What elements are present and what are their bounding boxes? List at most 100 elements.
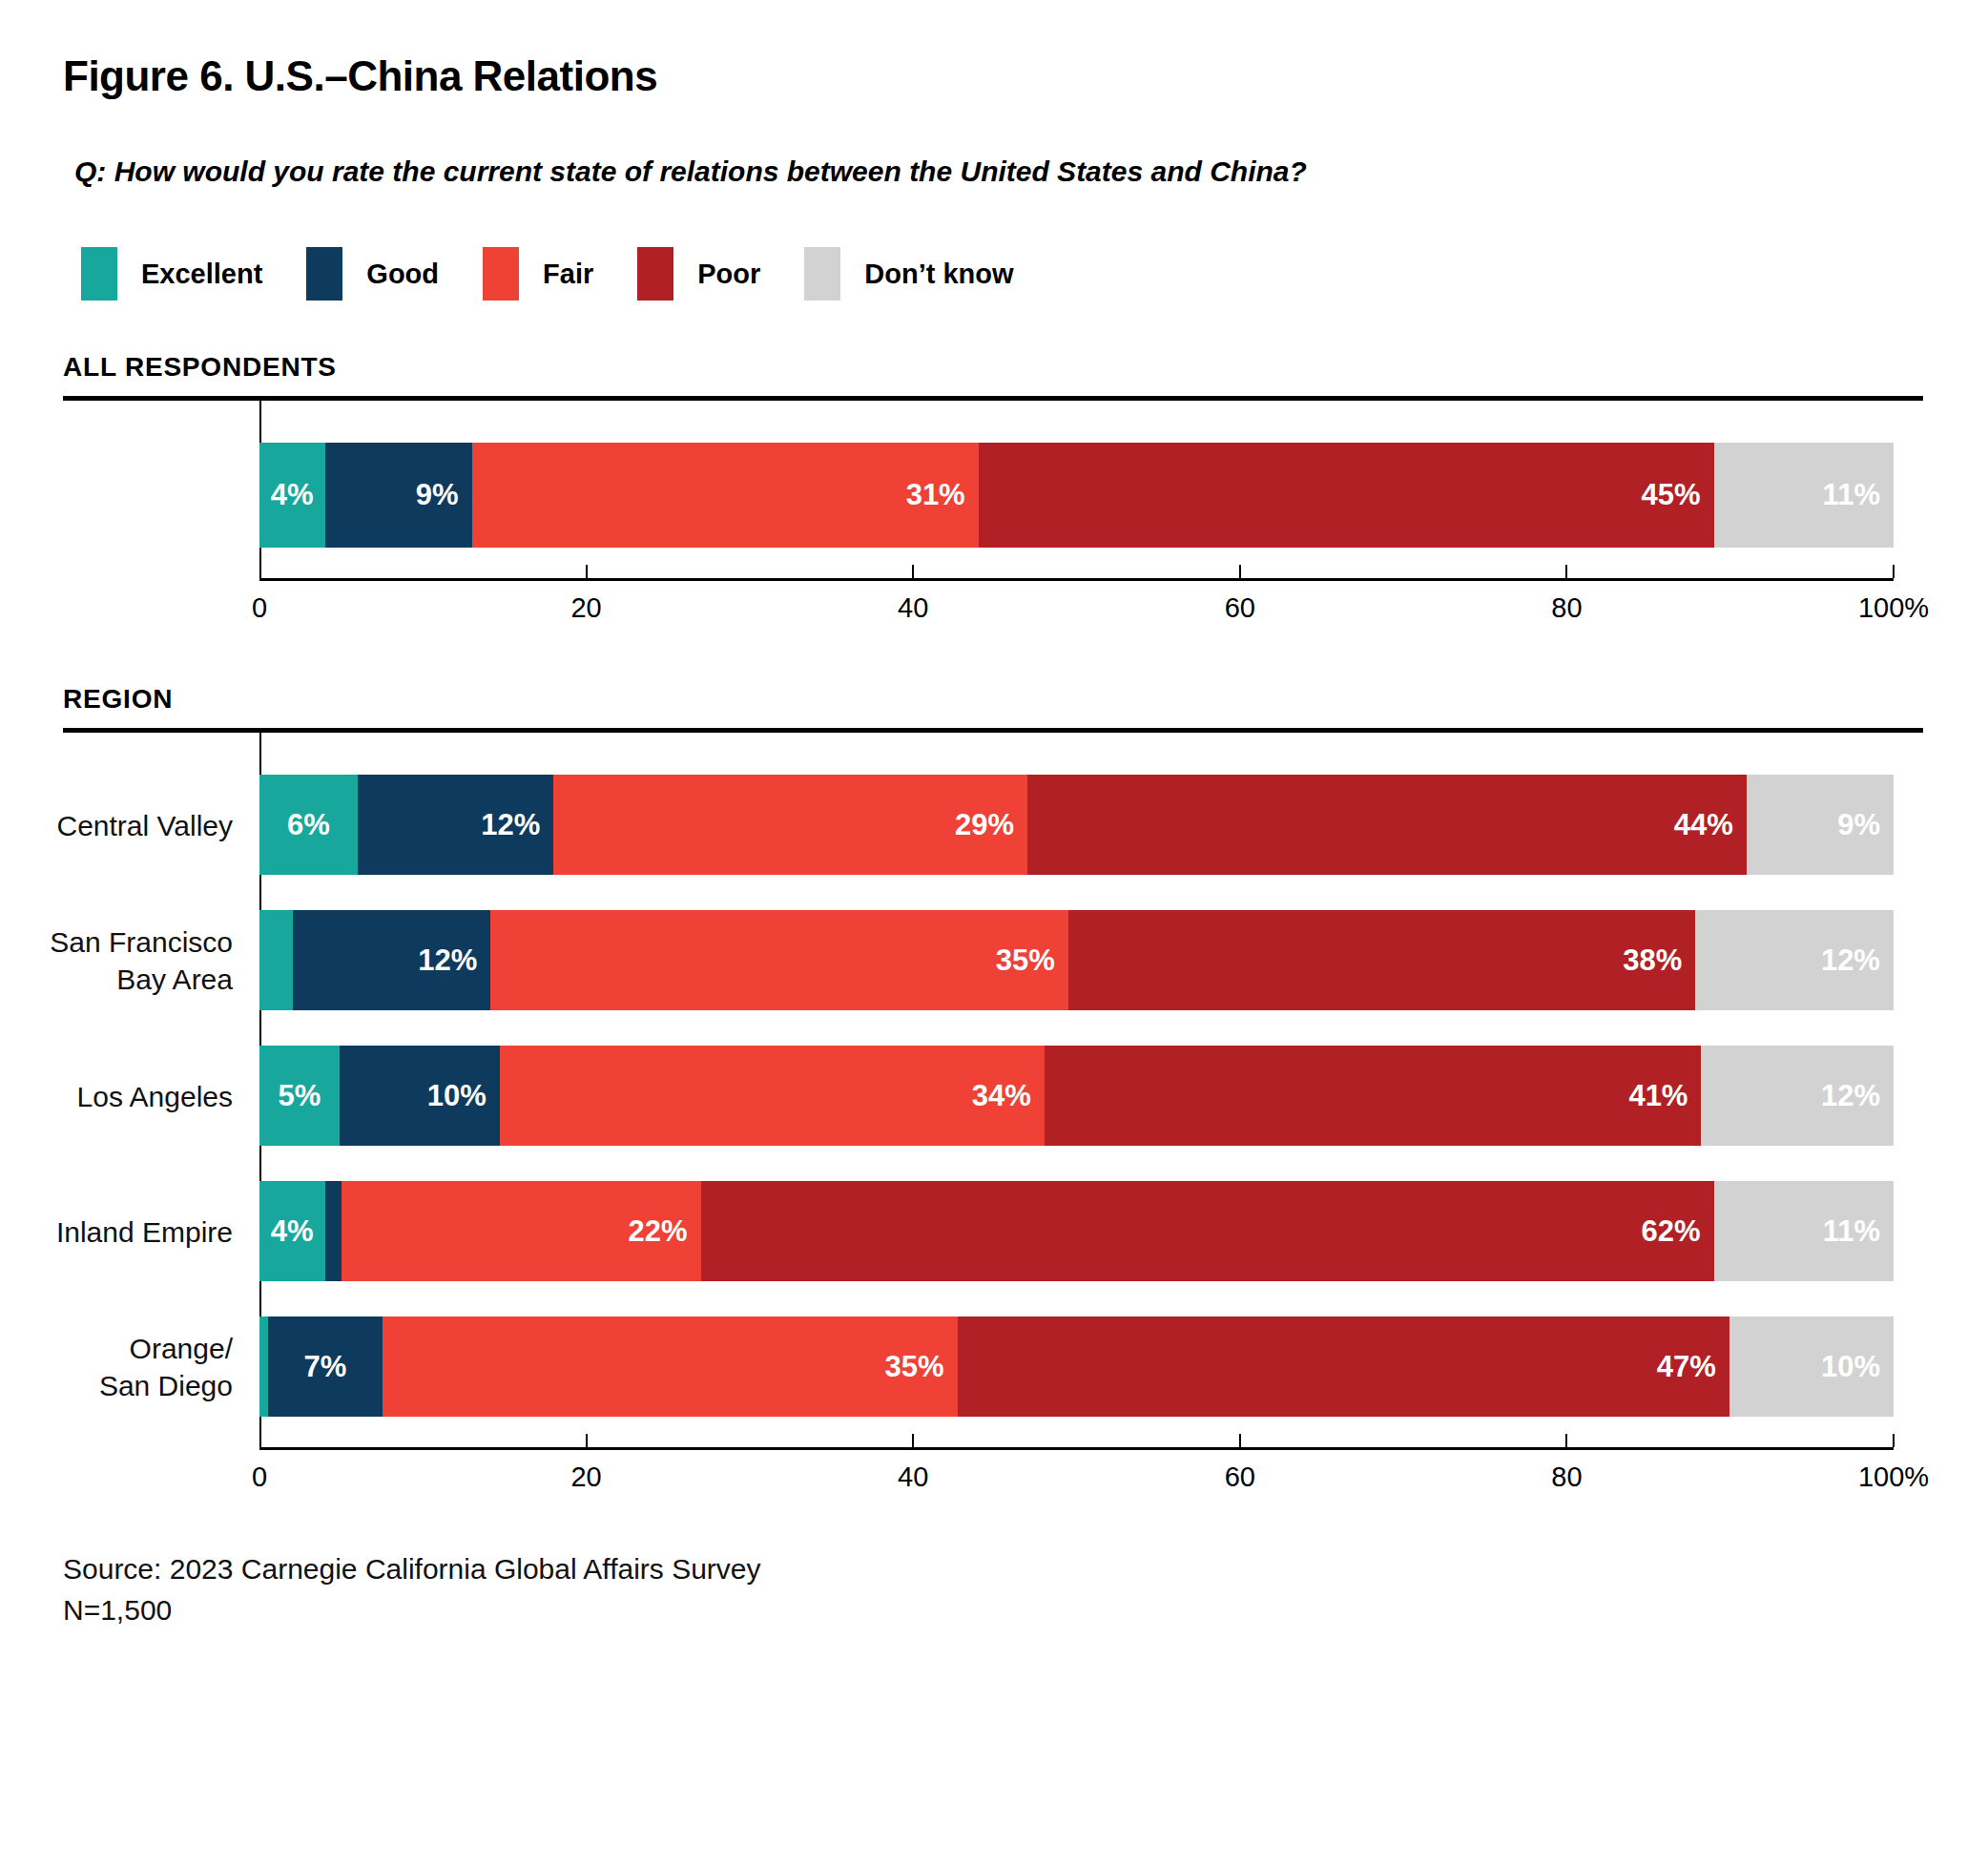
segment-value-label: 22% bbox=[628, 1214, 700, 1249]
bar-segment-poor: 47% bbox=[958, 1317, 1729, 1417]
segment-value-label: 5% bbox=[279, 1079, 321, 1113]
chart-row: Los Angeles5%10%34%41%12% bbox=[259, 1046, 1894, 1146]
segment-value-label: 62% bbox=[1642, 1214, 1714, 1249]
charts-container: ALL RESPONDENTS4%9%31%45%11%020406080100… bbox=[0, 352, 1988, 1502]
segment-value-label: 12% bbox=[1821, 1079, 1894, 1113]
bar-segment-don-t-know: 12% bbox=[1695, 910, 1894, 1010]
bar-segment-fair: 31% bbox=[472, 443, 979, 548]
segment-value-label: 7% bbox=[303, 1350, 346, 1384]
axis-tick bbox=[912, 565, 914, 578]
legend-swatch-excellent bbox=[81, 247, 117, 301]
bar-segment-fair: 22% bbox=[342, 1181, 701, 1281]
legend-label: Excellent bbox=[141, 259, 262, 290]
question-text: Q: How would you rate the current state … bbox=[74, 156, 1988, 188]
x-axis-tick-label: 100% bbox=[1858, 1462, 1929, 1493]
segment-value-label: 29% bbox=[955, 808, 1027, 842]
x-axis-labels: 020406080100% bbox=[259, 592, 1894, 632]
bar-segment-good: 10% bbox=[340, 1046, 500, 1146]
axis-tick bbox=[1239, 565, 1241, 578]
section-header: ALL RESPONDENTS bbox=[63, 352, 1988, 383]
figure-title: Figure 6. U.S.–China Relations bbox=[63, 52, 1988, 100]
legend-label: Don’t know bbox=[864, 259, 1013, 290]
x-axis-tick-label: 0 bbox=[252, 592, 267, 624]
stacked-bar: 4% 9% 31%45%11% bbox=[259, 443, 1894, 548]
x-axis-tick-label: 60 bbox=[1225, 592, 1255, 624]
axis-tick bbox=[1239, 1434, 1241, 1447]
bar-segment-poor: 62% bbox=[701, 1181, 1714, 1281]
legend-swatch-don-t-know bbox=[804, 247, 840, 301]
axis-tick bbox=[1893, 1434, 1895, 1447]
legend-swatch-fair bbox=[483, 247, 519, 301]
segment-value-label: 9% bbox=[416, 478, 472, 512]
chart-row: Central Valley6%12%29%44%9% bbox=[259, 775, 1894, 875]
chart-row: Orange/San Diego7%35%47%10% bbox=[259, 1317, 1894, 1417]
segment-value-label: 34% bbox=[972, 1079, 1045, 1113]
stacked-bar: 12%35%38%12% bbox=[259, 910, 1894, 1010]
bar-segment-excellent: 6% bbox=[259, 775, 358, 875]
segment-value-label: 12% bbox=[481, 808, 553, 842]
legend-swatch-poor bbox=[637, 247, 673, 301]
bar-segment-good: 12% bbox=[358, 775, 554, 875]
segment-value-label: 4% bbox=[271, 1214, 314, 1249]
stacked-bar: 7% 35% 47% 10% bbox=[259, 1317, 1894, 1417]
bar-segment-excellent: 4% bbox=[259, 1181, 325, 1281]
legend: Excellent Good Fair Poor Don’t know bbox=[81, 247, 1988, 301]
x-axis bbox=[259, 1447, 1894, 1450]
x-axis-tick-label: 40 bbox=[898, 1462, 928, 1493]
row-label: Los Angeles bbox=[77, 1077, 233, 1114]
row-label: Orange/San Diego bbox=[99, 1330, 233, 1404]
axis-tick bbox=[1565, 1434, 1567, 1447]
bar-segment-poor: 44% bbox=[1027, 775, 1747, 875]
segment-value-label: 10% bbox=[427, 1079, 500, 1113]
plot-area: 4%9%31%45%11%020406080100% bbox=[259, 443, 1894, 632]
bars-area: 4% 9% 31%45%11% bbox=[259, 443, 1894, 548]
row-label: Central Valley bbox=[56, 806, 233, 843]
source-note: Source: 2023 Carnegie California Global … bbox=[63, 1549, 1988, 1630]
bar-segment-excellent: 5% bbox=[259, 1046, 340, 1146]
x-axis-tick-label: 0 bbox=[252, 1462, 267, 1493]
legend-label: Poor bbox=[697, 259, 760, 290]
legend-label: Fair bbox=[543, 259, 593, 290]
bar-segment-don-t-know: 11% bbox=[1714, 1181, 1894, 1281]
segment-value-label: 47% bbox=[1657, 1350, 1729, 1384]
legend-item: Don’t know bbox=[804, 247, 1013, 301]
bar-segment-poor: 45% bbox=[979, 443, 1714, 548]
section-rule bbox=[63, 396, 1923, 401]
chart-row: 4% 9% 31%45%11% bbox=[259, 443, 1894, 548]
plot-area: Central Valley6%12%29%44%9%San Francisco… bbox=[259, 775, 1894, 1502]
chart-row: Inland Empire4%22%62%11% bbox=[259, 1181, 1894, 1281]
segment-value-label: 44% bbox=[1674, 808, 1747, 842]
row-label: San FranciscoBay Area bbox=[50, 923, 233, 998]
bar-segment-don-t-know: 11% bbox=[1714, 443, 1894, 548]
row-label: Inland Empire bbox=[56, 1213, 233, 1250]
bar-segment-fair: 34% bbox=[500, 1046, 1045, 1146]
legend-item: Fair bbox=[483, 247, 593, 301]
bar-segment-excellent: 4% bbox=[259, 443, 325, 548]
x-axis-tick-label: 80 bbox=[1551, 1462, 1582, 1493]
bars-area: Central Valley6%12%29%44%9%San Francisco… bbox=[259, 775, 1894, 1417]
segment-value-label: 38% bbox=[1623, 943, 1695, 978]
figure-page: Figure 6. U.S.–China Relations Q: How wo… bbox=[0, 0, 1988, 1866]
x-axis-tick-label: 60 bbox=[1225, 1462, 1255, 1493]
segment-value-label: 11% bbox=[1823, 1214, 1894, 1249]
x-axis bbox=[259, 578, 1894, 581]
x-axis-tick-label: 80 bbox=[1551, 592, 1582, 624]
legend-swatch-good bbox=[306, 247, 342, 301]
segment-value-label: 41% bbox=[1628, 1079, 1701, 1113]
chart-region: Central Valley6%12%29%44%9%San Francisco… bbox=[259, 775, 1894, 1502]
legend-label: Good bbox=[366, 259, 439, 290]
x-axis-tick-label: 100% bbox=[1858, 592, 1929, 624]
segment-value-label: 35% bbox=[996, 943, 1068, 978]
chart-all-respondents: 4%9%31%45%11%020406080100% bbox=[259, 443, 1894, 632]
axis-tick bbox=[1893, 565, 1895, 578]
segment-value-label: 31% bbox=[906, 478, 979, 512]
source-line: Source: 2023 Carnegie California Global … bbox=[63, 1549, 1988, 1590]
x-axis-tick-label: 20 bbox=[570, 592, 601, 624]
axis-tick bbox=[912, 1434, 914, 1447]
legend-item: Excellent bbox=[81, 247, 262, 301]
segment-value-label: 10% bbox=[1821, 1350, 1894, 1384]
bar-segment-excellent bbox=[259, 910, 293, 1010]
chart-row: San FranciscoBay Area12%35%38%12% bbox=[259, 910, 1894, 1010]
segment-value-label: 35% bbox=[885, 1350, 958, 1384]
bar-segment-good: 12% bbox=[293, 910, 491, 1010]
